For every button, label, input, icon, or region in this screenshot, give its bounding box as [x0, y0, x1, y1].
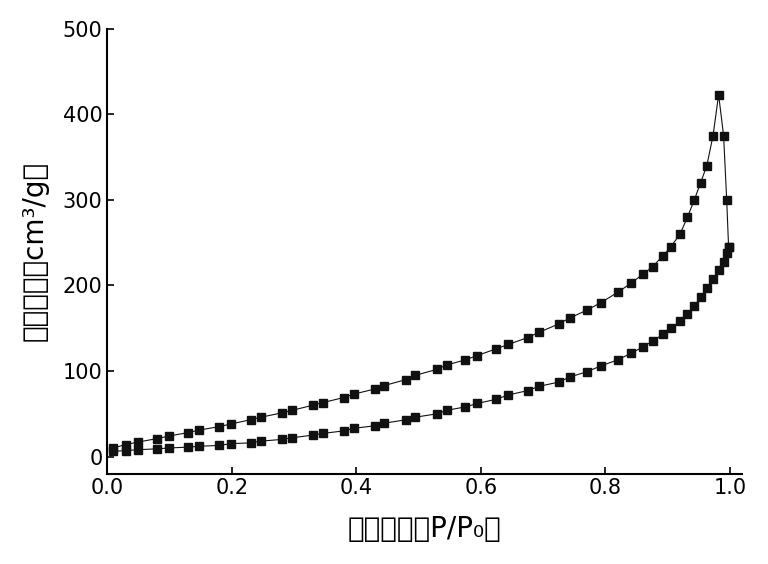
- Y-axis label: 吸附体积（cm³/g）: 吸附体积（cm³/g）: [21, 161, 49, 341]
- X-axis label: 相对压力（P/P₀）: 相对压力（P/P₀）: [348, 515, 502, 543]
